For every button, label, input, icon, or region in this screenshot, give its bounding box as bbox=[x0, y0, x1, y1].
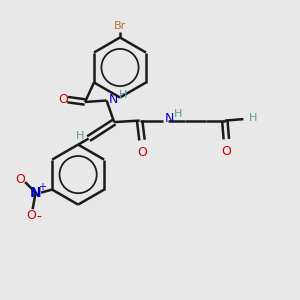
Text: -: - bbox=[37, 211, 42, 224]
Text: O: O bbox=[137, 146, 147, 158]
Text: O: O bbox=[58, 93, 68, 106]
Text: N: N bbox=[164, 112, 174, 125]
Text: O: O bbox=[26, 208, 36, 222]
Text: N: N bbox=[30, 186, 41, 200]
Text: +: + bbox=[38, 182, 46, 192]
Text: O: O bbox=[16, 172, 26, 186]
Text: H: H bbox=[119, 90, 128, 100]
Text: H: H bbox=[249, 112, 257, 123]
Text: Br: Br bbox=[114, 21, 126, 31]
Text: O: O bbox=[221, 145, 231, 158]
Text: H: H bbox=[173, 109, 182, 119]
Text: N: N bbox=[109, 93, 118, 106]
Text: H: H bbox=[76, 131, 84, 141]
